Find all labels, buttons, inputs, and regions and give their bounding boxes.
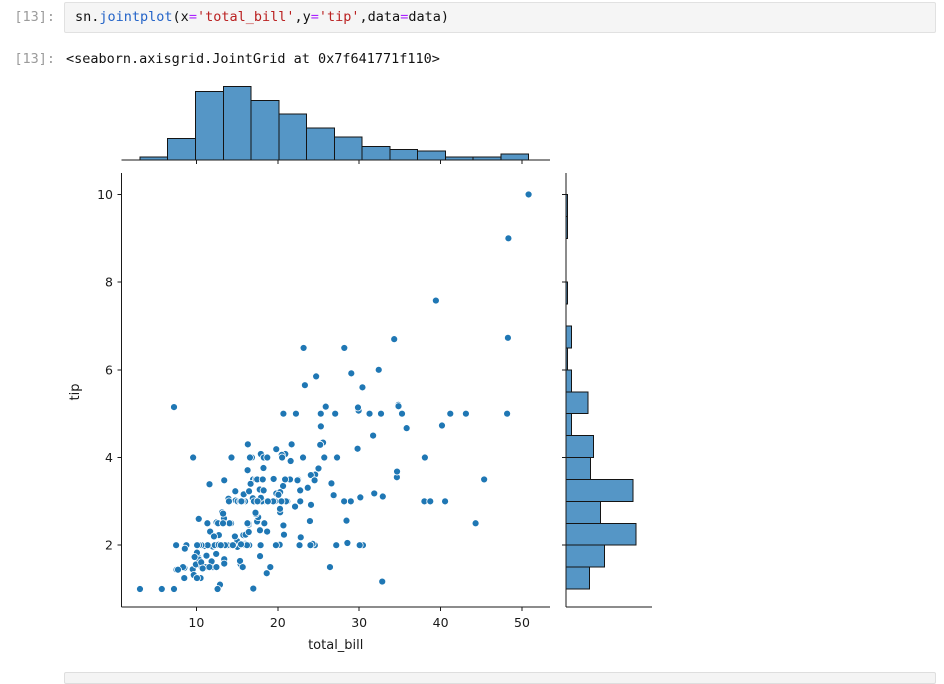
code-token-plain: ,y — [294, 9, 311, 25]
code-token-string: 'tip' — [318, 9, 360, 25]
code-token-plain: (x — [172, 9, 189, 25]
input-prompt: [13]: — [14, 9, 55, 25]
svg-text:tip: tip — [68, 384, 83, 401]
svg-text:30: 30 — [351, 615, 367, 630]
svg-text:2: 2 — [105, 538, 113, 553]
code-token-function: jointplot — [99, 9, 173, 25]
svg-text:20: 20 — [270, 615, 286, 630]
scatter-points — [136, 190, 533, 593]
svg-text:40: 40 — [433, 615, 449, 630]
svg-text:4: 4 — [105, 450, 113, 465]
code-token-operator: = — [310, 9, 319, 25]
y-marginal-histogram — [562, 173, 652, 608]
next-cell-input[interactable] — [64, 672, 936, 684]
svg-text:10: 10 — [188, 615, 204, 630]
x-marginal-histogram — [121, 86, 550, 164]
code-token-plain: ,data — [359, 9, 401, 25]
svg-text:8: 8 — [105, 275, 113, 290]
code-cell-input[interactable]: sn.jointplot(x='total_bill',y='tip',data… — [64, 2, 936, 33]
output-prompt: [13]: — [14, 51, 55, 67]
svg-text:6: 6 — [105, 362, 113, 377]
code-token-plain: data) — [408, 9, 449, 25]
svg-text:10: 10 — [97, 187, 113, 202]
output-repr-text: <seaborn.axisgrid.JointGrid at 0x7f64177… — [66, 51, 440, 67]
code-token-operator: = — [400, 9, 409, 25]
svg-text:total_bill: total_bill — [308, 638, 363, 653]
code-token-operator: = — [188, 9, 197, 25]
code-token-plain: sn. — [75, 9, 100, 25]
code-token-string: 'total_bill' — [196, 9, 295, 25]
main-axes: 10 20 30 40 50 2 4 6 8 10 total_bill tip — [68, 173, 550, 653]
svg-text:50: 50 — [514, 615, 530, 630]
